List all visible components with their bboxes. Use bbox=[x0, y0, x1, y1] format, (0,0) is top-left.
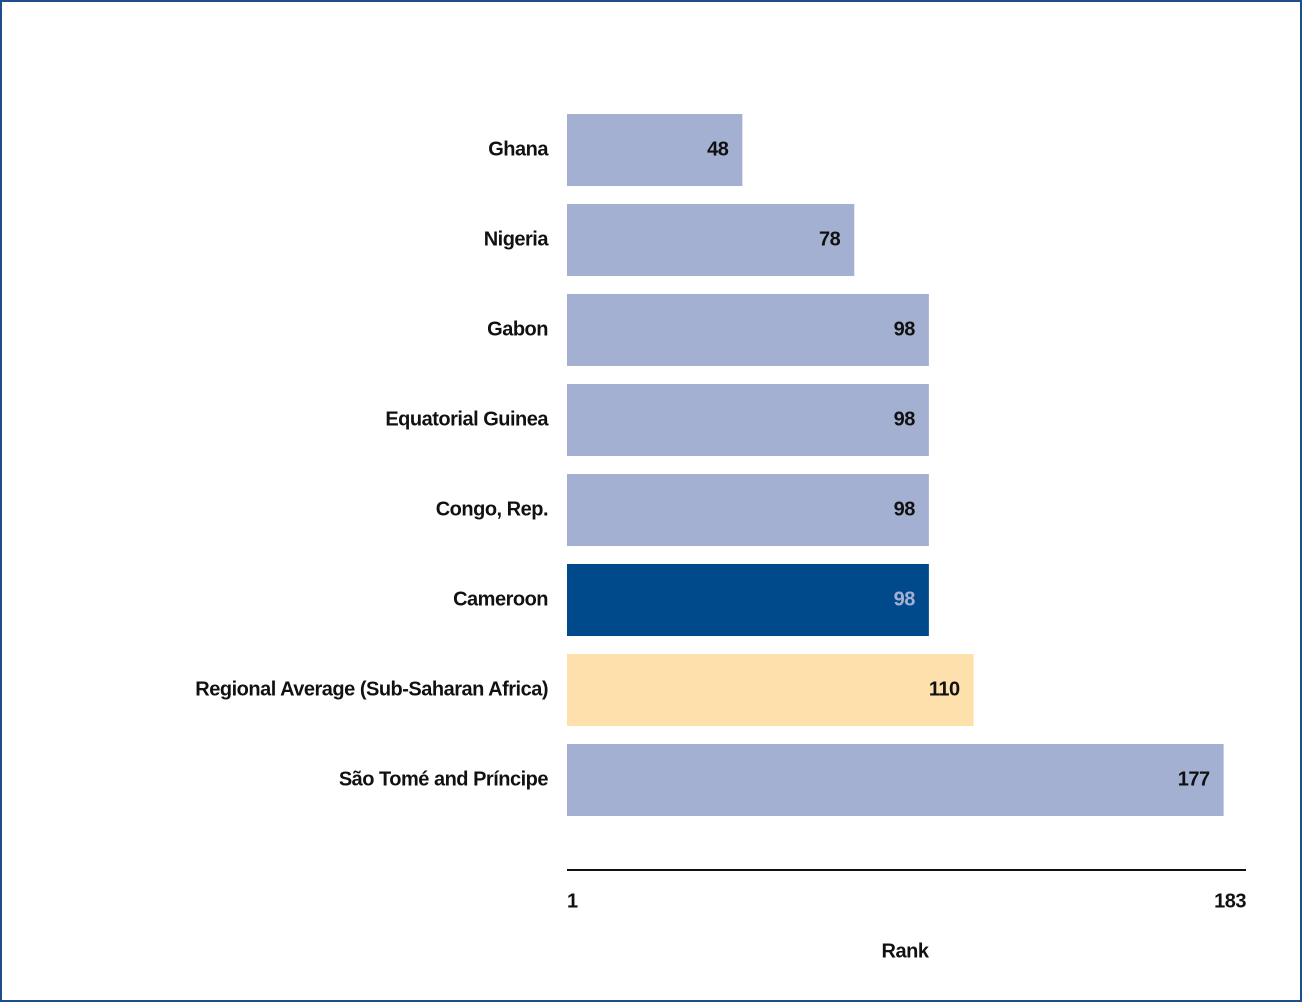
y-tick-label: Regional Average (Sub-Saharan Africa) bbox=[195, 678, 548, 700]
value-label: 98 bbox=[894, 408, 916, 430]
bar bbox=[567, 744, 1224, 816]
x-tick-label: 1 bbox=[567, 890, 578, 912]
bar bbox=[567, 114, 743, 186]
bar bbox=[567, 564, 929, 636]
bar bbox=[567, 384, 929, 456]
y-tick-label: Cameroon bbox=[453, 588, 548, 610]
value-label: 78 bbox=[819, 228, 841, 250]
value-label: 98 bbox=[894, 498, 916, 520]
value-label: 98 bbox=[894, 318, 916, 340]
y-tick-label: Equatorial Guinea bbox=[385, 408, 549, 430]
value-label: 98 bbox=[894, 588, 916, 610]
value-label: 48 bbox=[707, 138, 729, 160]
y-tick-label: Gabon bbox=[487, 318, 548, 340]
value-label: 177 bbox=[1178, 768, 1210, 790]
bar bbox=[567, 654, 974, 726]
y-tick-label: São Tomé and Príncipe bbox=[339, 768, 549, 790]
value-label: 110 bbox=[929, 678, 960, 700]
y-tick-label: Congo, Rep. bbox=[436, 498, 548, 520]
x-axis-label: Rank bbox=[882, 940, 930, 962]
bar bbox=[567, 204, 855, 276]
y-tick-label: Nigeria bbox=[484, 228, 550, 250]
bar bbox=[567, 294, 929, 366]
x-tick-label: 183 bbox=[1214, 890, 1246, 912]
y-tick-label: Ghana bbox=[488, 138, 549, 160]
bar bbox=[567, 474, 929, 546]
